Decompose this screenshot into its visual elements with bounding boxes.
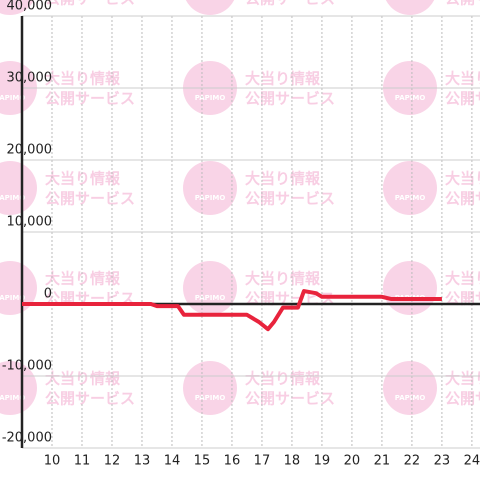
watermark-text: 公開サービス — [245, 0, 335, 8]
watermark-logo — [185, 0, 235, 15]
watermark-text: 公開サービス — [445, 190, 480, 208]
y-tick-label: 40,000 — [7, 0, 53, 14]
watermark-logo-text: PAPIMO — [195, 394, 226, 402]
watermark-text: 公開サービス — [245, 90, 335, 108]
watermark-text: 公開サービス — [45, 90, 135, 108]
watermark-text: 大当り情報 — [445, 270, 480, 288]
watermark-text: 公開サービス — [45, 190, 135, 208]
watermark-text: 公開サービス — [245, 390, 335, 408]
watermark-logo — [0, 0, 35, 15]
watermark-logo-text: PAPIMO — [0, 294, 25, 302]
watermark-logo-text: PAPIMO — [0, 394, 25, 402]
watermark-text: 公開サービス — [445, 0, 480, 8]
x-tick-label: 17 — [254, 454, 271, 469]
watermark-text: 公開サービス — [45, 390, 135, 408]
watermark-text: 大当り情報 — [245, 270, 321, 288]
watermark-logo — [0, 161, 37, 215]
x-tick-label: 16 — [224, 454, 241, 469]
x-tick-label: 18 — [284, 454, 301, 469]
watermark-logo-text: PAPIMO — [395, 0, 426, 2]
watermark-logo-text: PAPIMO — [0, 94, 25, 102]
watermark-logo-text: PAPIMO — [195, 94, 226, 102]
x-tick-label: 22 — [404, 454, 421, 469]
watermark-logo-text: PAPIMO — [395, 94, 426, 102]
x-tick-label: 24 — [464, 454, 480, 469]
x-tick-label: 14 — [164, 454, 181, 469]
watermark-logo — [383, 261, 437, 315]
watermark-logo — [0, 61, 37, 115]
watermark-text: 公開サービス — [445, 390, 480, 408]
watermark-logo — [385, 0, 435, 15]
watermark-logo-text: PAPIMO — [395, 194, 426, 202]
watermark-logo-text: PAPIMO — [195, 0, 226, 2]
x-tick-label: 11 — [74, 454, 91, 469]
watermark-text: 公開サービス — [45, 0, 135, 8]
watermark-text: 大当り情報 — [245, 70, 321, 88]
watermark-text: 公開サービス — [445, 90, 480, 108]
y-tick-label: 20,000 — [7, 143, 53, 158]
watermark-text: 大当り情報 — [45, 170, 121, 188]
watermark-text: 大当り情報 — [45, 270, 121, 288]
watermark-logo — [383, 161, 437, 215]
watermark-logo — [183, 161, 237, 215]
watermark-text: 大当り情報 — [45, 70, 121, 88]
watermark-logo — [383, 361, 437, 415]
x-tick-label: 13 — [134, 454, 151, 469]
y-tick-label: -20,000 — [2, 431, 52, 446]
watermark-text: 大当り情報 — [245, 370, 321, 388]
watermark-logo — [0, 361, 37, 415]
line — [22, 289, 442, 332]
watermark-logo — [183, 361, 237, 415]
watermark-text: 大当り情報 — [45, 370, 121, 388]
y-tick-label: 0 — [44, 287, 52, 302]
x-tick-label: 10 — [44, 454, 61, 469]
watermark-logo-text: PAPIMO — [195, 294, 226, 302]
watermark-text: 大当り情報 — [445, 370, 480, 388]
x-tick-label: 19 — [314, 454, 331, 469]
y-tick-label: 30,000 — [7, 71, 53, 86]
watermark-logo-text: PAPIMO — [0, 0, 25, 2]
watermark-logo — [0, 261, 37, 315]
x-tick-label: 21 — [374, 454, 391, 469]
x-tick-label: 23 — [434, 454, 451, 469]
watermark-text: 大当り情報 — [245, 170, 321, 188]
watermark-text: 公開サービス — [245, 190, 335, 208]
watermark-logo-text: PAPIMO — [395, 394, 426, 402]
x-tick-label: 20 — [344, 454, 361, 469]
y-tick-label: 10,000 — [7, 215, 53, 230]
watermark-text: 大当り情報 — [445, 170, 480, 188]
y-tick-label: -10,000 — [2, 359, 52, 374]
watermark-logo — [183, 261, 237, 315]
watermark-logo-text: PAPIMO — [0, 194, 25, 202]
watermark-text: 大当り情報 — [445, 70, 480, 88]
x-tick-label: 15 — [194, 454, 211, 469]
x-tick-label: 12 — [104, 454, 121, 469]
watermark-logo-text: PAPIMO — [195, 194, 226, 202]
